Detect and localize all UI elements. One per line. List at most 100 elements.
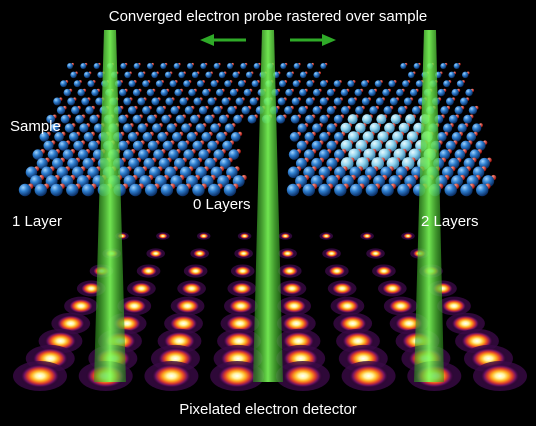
atom-second-layer xyxy=(400,139,412,152)
atom xyxy=(303,149,315,160)
detector-spot xyxy=(282,364,323,388)
atom xyxy=(128,80,136,88)
atom xyxy=(73,80,81,88)
atom xyxy=(196,80,204,88)
atom xyxy=(440,63,447,69)
atom xyxy=(318,183,331,197)
atom xyxy=(162,140,173,151)
atom-second-layer xyxy=(393,148,406,161)
atom xyxy=(132,140,143,151)
atom xyxy=(123,97,132,106)
atom xyxy=(85,106,94,115)
atom xyxy=(200,63,207,69)
atom xyxy=(46,114,56,124)
atom xyxy=(210,123,220,133)
detector-spot xyxy=(225,314,255,333)
atom xyxy=(224,80,232,88)
atom xyxy=(465,88,473,97)
atom xyxy=(224,123,234,133)
atom xyxy=(333,114,343,124)
atom xyxy=(155,80,163,88)
atom xyxy=(277,97,286,106)
atom xyxy=(93,123,104,133)
atom xyxy=(313,71,320,79)
atom xyxy=(77,149,89,160)
atom xyxy=(160,183,174,197)
atom xyxy=(218,114,228,124)
atom xyxy=(304,132,315,142)
atom xyxy=(216,88,224,97)
atom xyxy=(361,80,369,88)
atom xyxy=(66,183,79,197)
atom xyxy=(207,97,216,106)
detector-spot xyxy=(280,233,291,239)
atom xyxy=(333,132,344,142)
atom xyxy=(73,140,84,151)
arrow-left-head xyxy=(200,34,214,46)
atom xyxy=(195,123,205,133)
atom xyxy=(25,166,38,179)
atom xyxy=(290,114,300,124)
atom xyxy=(64,123,74,133)
atom xyxy=(320,80,327,88)
atom xyxy=(243,88,252,97)
atom xyxy=(41,166,53,179)
atom xyxy=(58,140,69,151)
atom xyxy=(326,88,335,97)
atom xyxy=(229,88,238,97)
atom xyxy=(142,80,150,88)
atom xyxy=(164,71,172,79)
detector-spot xyxy=(368,249,383,258)
atom xyxy=(413,63,420,69)
label-sample: Sample xyxy=(10,118,61,135)
atom xyxy=(68,132,79,142)
atom xyxy=(286,71,293,79)
atom xyxy=(142,132,153,142)
detector-spot xyxy=(180,282,203,295)
atom xyxy=(456,80,464,88)
atom xyxy=(137,123,147,133)
detector-spot xyxy=(228,298,254,314)
atom xyxy=(186,132,197,142)
atom xyxy=(312,88,321,97)
detector-spot xyxy=(334,298,360,314)
atom xyxy=(193,97,202,106)
atom xyxy=(181,123,191,133)
atom xyxy=(287,166,300,179)
atom xyxy=(53,97,62,106)
atom xyxy=(39,132,50,142)
atom xyxy=(158,157,170,169)
atom xyxy=(415,80,423,88)
atom xyxy=(87,166,99,179)
atom xyxy=(128,157,140,169)
atom xyxy=(472,123,482,133)
atom xyxy=(32,149,44,160)
atom xyxy=(183,149,194,160)
atom-second-layer xyxy=(408,148,421,161)
atom xyxy=(176,183,189,197)
atom xyxy=(127,132,138,142)
atom xyxy=(118,166,130,179)
atom xyxy=(334,149,345,160)
atom xyxy=(117,140,129,151)
atom xyxy=(448,71,455,79)
detector-spot xyxy=(362,233,373,239)
atom xyxy=(132,88,141,97)
detector-spot xyxy=(139,265,158,277)
atom-second-layer xyxy=(406,131,418,143)
atom xyxy=(442,166,454,179)
atom xyxy=(444,183,457,197)
atom xyxy=(213,149,224,160)
atom xyxy=(312,123,322,133)
atom xyxy=(218,71,226,79)
atom xyxy=(205,71,212,79)
atom xyxy=(223,183,237,197)
atom xyxy=(291,97,300,106)
atom xyxy=(460,183,473,197)
atom xyxy=(50,183,63,197)
atom xyxy=(241,106,250,115)
atom xyxy=(253,63,260,69)
atom xyxy=(198,106,208,115)
atom-second-layer xyxy=(347,131,360,143)
